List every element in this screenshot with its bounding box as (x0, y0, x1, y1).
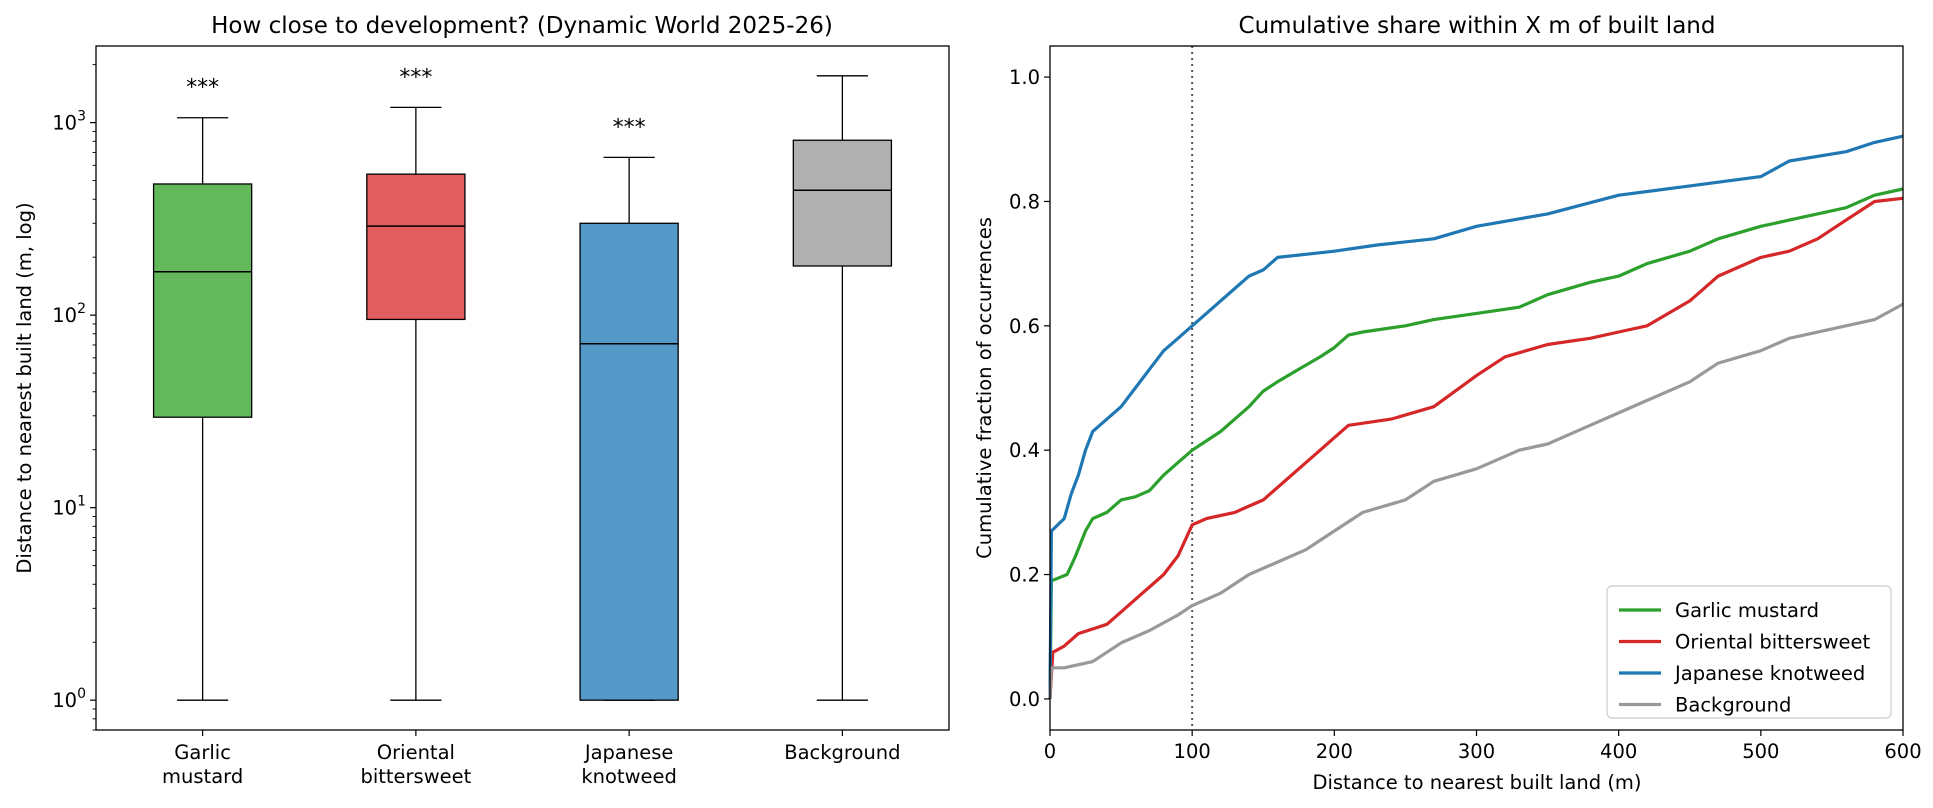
x-tick-label-0: 0 (1044, 740, 1056, 763)
boxplot-plot-area: *** *** *** (152, 65, 893, 701)
x-tick-label-400: 400 (1600, 740, 1637, 763)
x-tick-label-oriental-bittersweet-line1: Oriental (377, 741, 455, 764)
series-line-japanese-knotweed (1048, 134, 1904, 699)
cumulative-y-axis-label: Cumulative fraction of occurrences (973, 217, 996, 559)
box-iqr-garlic-mustard (152, 183, 253, 418)
cumulative-panel: Cumulative share within X m of built lan… (973, 13, 1922, 794)
cumulative-title: Cumulative share within X m of built lan… (1239, 13, 1716, 39)
x-tick-label-background-line1: Background (784, 741, 900, 764)
significance-annotation-japanese-knotweed: *** (613, 115, 646, 140)
x-tick-label-500: 500 (1742, 740, 1779, 763)
box-iqr-oriental-bittersweet (366, 173, 466, 321)
box-garlic-mustard: *** (152, 76, 253, 701)
legend-label-garlic-mustard: Garlic mustard (1675, 599, 1819, 622)
box-iqr-japanese-knotweed (579, 222, 679, 701)
boxplot-panel: How close to development? (Dynamic World… (13, 13, 950, 788)
cumulative-x-ticks: 0 100 200 300 400 500 600 (1044, 730, 1922, 763)
significance-annotation-oriental-bittersweet: *** (399, 65, 432, 90)
boxplot-y-axis-label: Distance to nearest built land (m, log) (13, 202, 36, 573)
y-tick-label-1: 1.0 (1009, 66, 1040, 89)
x-tick-label-garlic-mustard-line1: Garlic (174, 741, 231, 764)
boxplot-title: How close to development? (Dynamic World… (211, 13, 833, 39)
x-tick-label-japanese-knotweed-line1: Japanese (583, 741, 674, 764)
box-iqr-background (792, 139, 893, 267)
x-tick-label-oriental-bittersweet-line2: bittersweet (360, 765, 471, 788)
cumulative-y-ticks: 0.0 0.2 0.4 0.6 0.8 1.0 (1009, 66, 1050, 711)
x-tick-label-100: 100 (1174, 740, 1211, 763)
cumulative-legend: Garlic mustard Oriental bittersweet Japane… (1606, 585, 1892, 719)
box-oriental-bittersweet: *** (366, 65, 466, 701)
boxplot-axes-frame (95, 45, 950, 731)
series-line-background (1048, 302, 1904, 699)
boxplot-y-ticks: 100 101 102 103 (52, 64, 96, 731)
box-background (792, 75, 893, 701)
y-tick-label-100: 102 (52, 301, 86, 327)
significance-annotation-garlic-mustard: *** (186, 76, 219, 101)
x-tick-label-300: 300 (1458, 740, 1495, 763)
y-tick-label-0.2: 0.2 (1009, 564, 1040, 587)
y-tick-label-0.6: 0.6 (1009, 315, 1040, 338)
legend-label-japanese-knotweed: Japanese knotweed (1673, 662, 1865, 685)
cumulative-plot-area (1048, 46, 1904, 730)
y-tick-label-0.4: 0.4 (1009, 439, 1040, 462)
cumulative-x-axis-label: Distance to nearest built land (m) (1312, 771, 1641, 794)
y-tick-label-1000: 103 (52, 109, 86, 135)
box-japanese-knotweed: *** (579, 115, 679, 701)
y-tick-label-10: 101 (52, 494, 86, 520)
legend-label-oriental-bittersweet: Oriental bittersweet (1675, 631, 1871, 654)
legend-frame (1606, 585, 1892, 719)
legend-label-background: Background (1675, 694, 1791, 717)
x-tick-label-200: 200 (1316, 740, 1353, 763)
x-tick-label-garlic-mustard-line2: mustard (162, 765, 243, 788)
x-tick-label-600: 600 (1884, 740, 1921, 763)
y-tick-label-1: 100 (52, 686, 86, 712)
series-line-oriental-bittersweet (1048, 196, 1904, 699)
y-tick-label-0.8: 0.8 (1009, 190, 1040, 213)
x-tick-label-japanese-knotweed-line2: knotweed (581, 765, 677, 788)
y-tick-label-0: 0.0 (1009, 688, 1040, 711)
series-line-garlic-mustard (1048, 187, 1904, 699)
